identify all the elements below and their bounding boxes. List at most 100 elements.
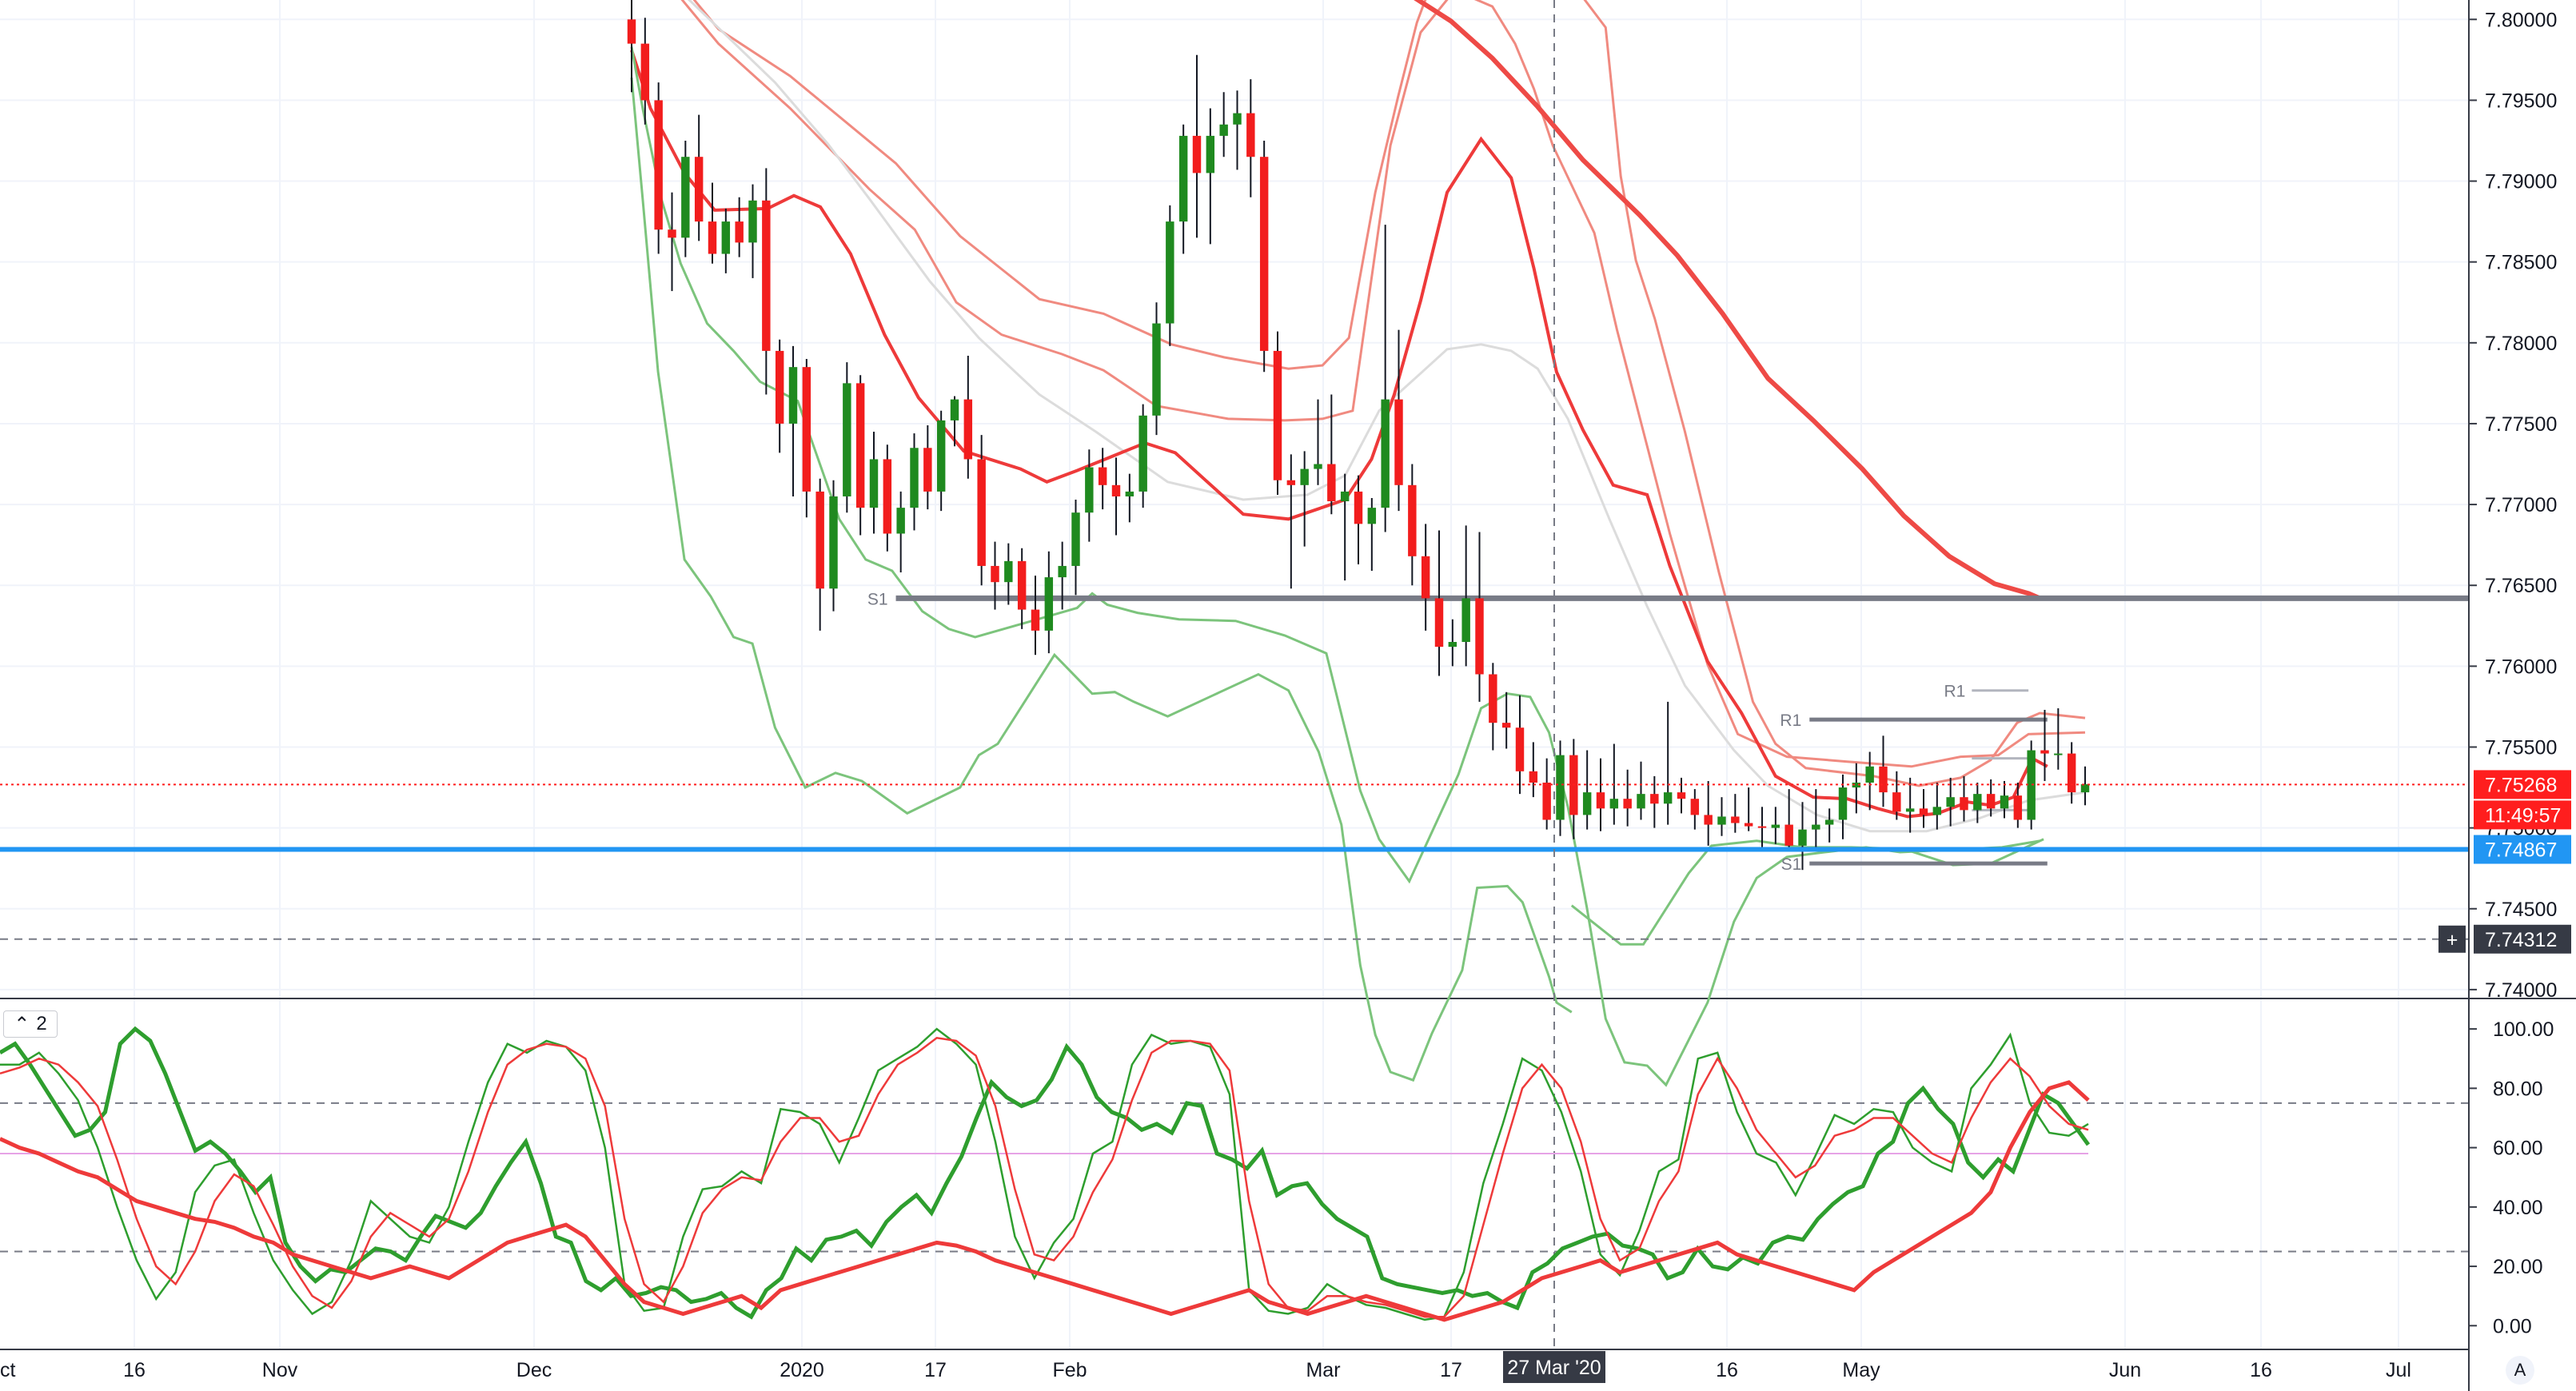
osc-tick-label: 20.00 bbox=[2493, 1256, 2543, 1278]
osc-tick-label: 0.00 bbox=[2493, 1315, 2532, 1337]
candle-body bbox=[694, 157, 704, 222]
candle-body bbox=[1677, 792, 1686, 799]
candle-body bbox=[1421, 556, 1430, 599]
candle-body bbox=[829, 496, 838, 589]
candle-body bbox=[708, 221, 717, 254]
candle-body bbox=[1017, 560, 1027, 610]
candle-body bbox=[1771, 824, 1780, 828]
candle-body bbox=[2027, 750, 2036, 820]
price-tick-label: 7.76000 bbox=[2485, 656, 2557, 678]
candle-body bbox=[1098, 467, 1107, 485]
plus-icon: + bbox=[2446, 929, 2458, 951]
candle-body bbox=[1542, 782, 1551, 820]
countdown-tag-bg bbox=[2474, 800, 2571, 830]
last-price-tag-bg bbox=[2474, 770, 2571, 799]
osc-tick-label: 80.00 bbox=[2493, 1078, 2543, 1100]
crosshair-date-tag: 27 Mar '20 bbox=[1507, 1357, 1601, 1379]
candlestick-series bbox=[627, 0, 2090, 871]
pivot-levels: S1 R1 S1 R1 bbox=[867, 590, 2469, 874]
candle-body bbox=[2040, 750, 2049, 754]
candle-body bbox=[1394, 399, 1403, 485]
candle-body bbox=[1905, 808, 1915, 812]
time-axis-bg bbox=[0, 1350, 2469, 1391]
candle-body bbox=[1744, 823, 1753, 827]
candle-body bbox=[1166, 221, 1174, 324]
candle-body bbox=[1461, 598, 1470, 643]
candle-body bbox=[1824, 819, 1834, 825]
overlay-ema-red-thick bbox=[1414, 0, 2041, 601]
level-label-s1: S1 bbox=[867, 590, 888, 608]
time-tick-label: 16 bbox=[123, 1359, 146, 1381]
price-tick-label: 7.77500 bbox=[2485, 413, 2557, 436]
candle-body bbox=[1515, 727, 1525, 771]
candle-body bbox=[762, 200, 771, 351]
candle-body bbox=[910, 448, 919, 508]
candle-body bbox=[1717, 816, 1726, 825]
candle-body bbox=[788, 367, 798, 424]
candle-body bbox=[1609, 799, 1619, 809]
time-tick-label: 16 bbox=[2250, 1359, 2272, 1381]
price-tick-label: 7.77000 bbox=[2485, 494, 2557, 516]
candle-body bbox=[1852, 782, 1861, 788]
price-tick-label: 7.78500 bbox=[2485, 252, 2557, 274]
candle-body bbox=[1489, 674, 1497, 723]
price-tick-label: 7.74500 bbox=[2485, 899, 2557, 921]
price-tick-label: 7.79500 bbox=[2485, 90, 2557, 112]
candle-body bbox=[963, 399, 973, 460]
candle-body bbox=[1071, 512, 1080, 566]
time-tick-label: Jul bbox=[2386, 1359, 2411, 1381]
candle-body bbox=[1286, 480, 1296, 485]
candle-body bbox=[1233, 113, 1242, 125]
candle-body bbox=[1259, 157, 1269, 351]
candle-body bbox=[2054, 753, 2063, 755]
candle-body bbox=[681, 157, 690, 238]
candle-body bbox=[2080, 784, 2090, 793]
crosshair-price-tag: 7.74312 bbox=[2485, 929, 2557, 951]
osc-series bbox=[0, 1036, 2089, 1318]
osc-tick-label: 40.00 bbox=[2493, 1197, 2543, 1219]
candle-body bbox=[1838, 787, 1848, 820]
time-tick-label: Nov bbox=[262, 1359, 298, 1381]
time-tick-label: May bbox=[1842, 1359, 1880, 1381]
price-tick-label: 7.78000 bbox=[2485, 333, 2557, 355]
candle-body bbox=[1058, 565, 1067, 578]
add-alert-button bbox=[2438, 925, 2466, 953]
candle-body bbox=[721, 221, 731, 254]
grid bbox=[0, 0, 2470, 1391]
candle-body bbox=[1986, 794, 1996, 809]
price-tick-label: 7.74000 bbox=[2485, 979, 2557, 1002]
candle-body bbox=[1340, 491, 1350, 502]
candle-body bbox=[1044, 577, 1054, 631]
auto-scale-button[interactable]: A bbox=[2506, 1356, 2534, 1385]
candle-body bbox=[1946, 797, 1955, 807]
candle-body bbox=[1650, 794, 1659, 804]
candle-body bbox=[775, 350, 784, 424]
candle-body bbox=[1731, 816, 1740, 823]
candle-body bbox=[1031, 609, 1040, 631]
countdown-tag: 11:49:57 bbox=[2485, 804, 2561, 827]
osc-series bbox=[0, 1027, 2089, 1321]
candle-body bbox=[1192, 135, 1202, 173]
candle-body bbox=[855, 383, 865, 508]
time-tick-label: Dec bbox=[516, 1359, 552, 1381]
candle-body bbox=[1434, 598, 1444, 648]
indicator-collapse-button[interactable]: ⌃ 2 bbox=[3, 1010, 58, 1038]
time-tick-label: 17 bbox=[924, 1359, 947, 1381]
candle-body bbox=[1556, 755, 1565, 820]
candle-body bbox=[748, 200, 757, 243]
price-tick-label: 7.76500 bbox=[2485, 575, 2557, 597]
candle-body bbox=[1085, 467, 1094, 513]
candle-body bbox=[896, 508, 905, 534]
level-label-r1: R1 bbox=[1944, 683, 1965, 701]
crosshair-price-tag-bg bbox=[2474, 924, 2571, 954]
candle-body bbox=[1111, 484, 1121, 496]
candle-body bbox=[668, 229, 676, 238]
crosshair-date-bg bbox=[1503, 1351, 1605, 1383]
candle-body bbox=[815, 491, 824, 589]
candle-body bbox=[1892, 792, 1901, 812]
price-tick-label: 7.80000 bbox=[2485, 9, 2557, 31]
candle-body bbox=[802, 367, 811, 492]
candle-body bbox=[1327, 464, 1336, 502]
